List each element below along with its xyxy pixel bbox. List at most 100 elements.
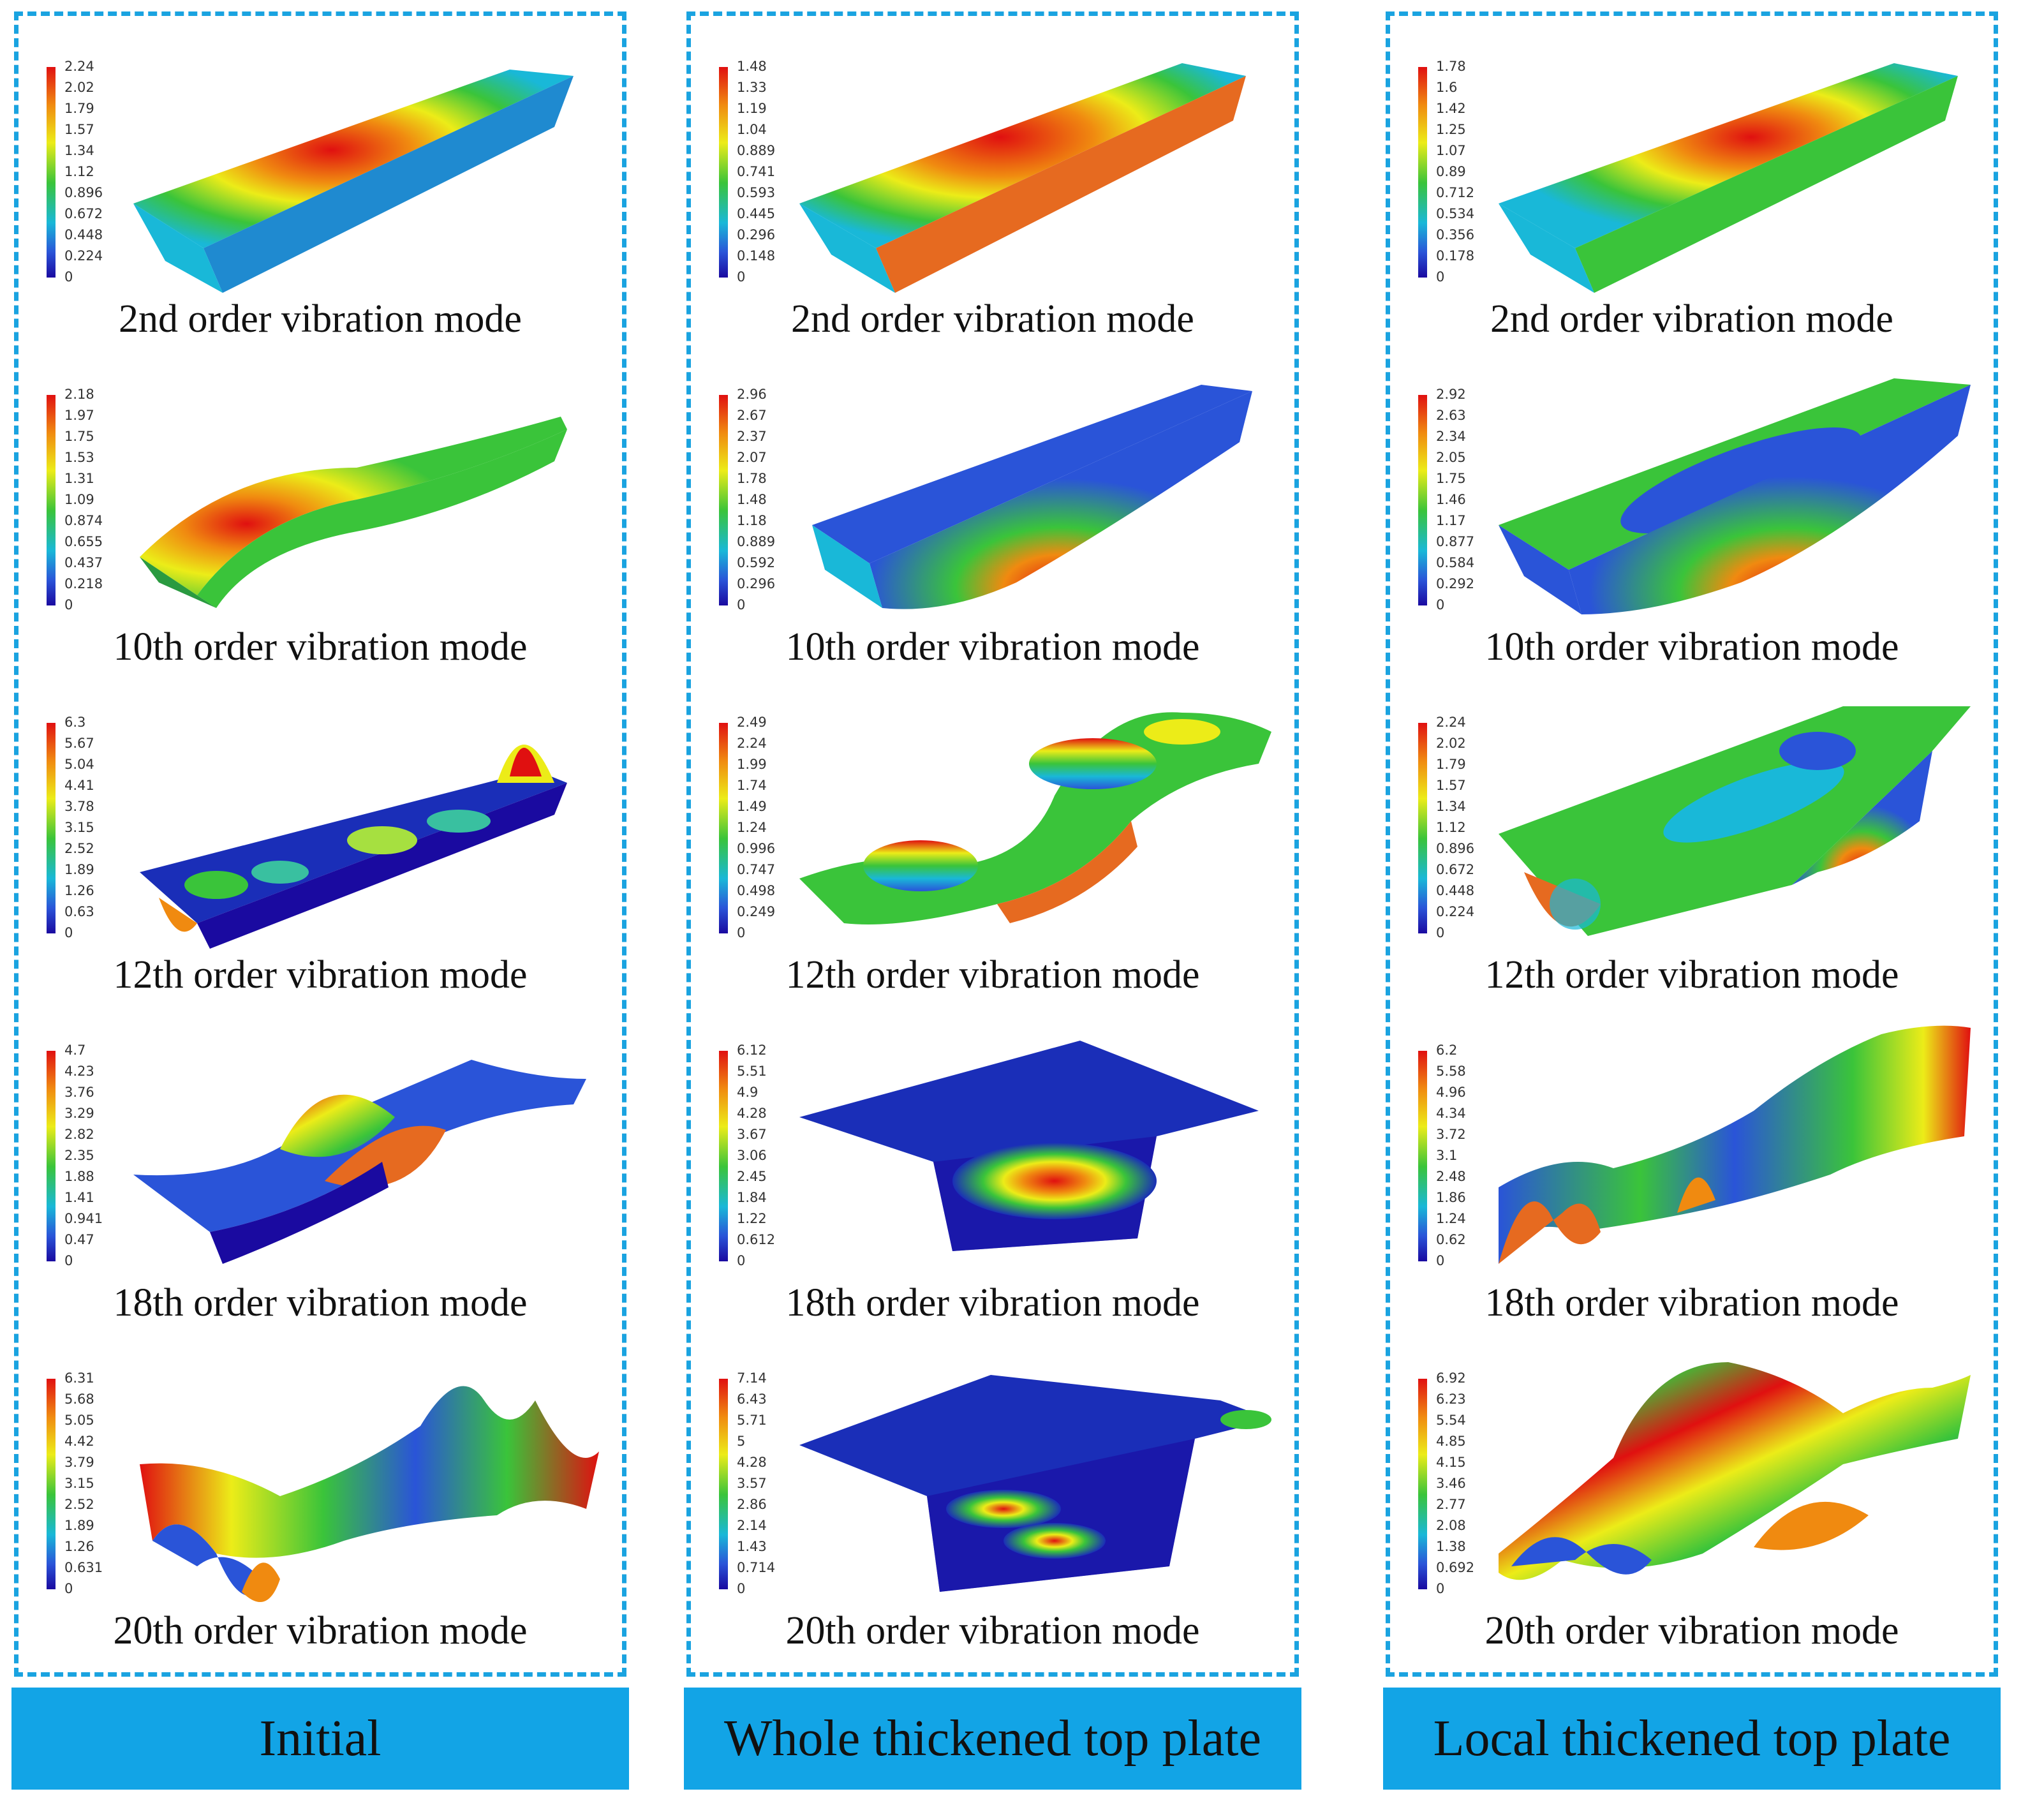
scale-tick: 1.84 xyxy=(737,1190,767,1205)
mode-panel: 6.92 6.23 5.54 4.85 4.15 3.46 2.77 2.08 1.38 0.69… xyxy=(1390,1340,1994,1668)
color-scale-bar xyxy=(1418,1051,1427,1261)
color-scale-labels: 1.78 1.6 1.42 1.25 1.07 0.89 0.712 0.534 0.356 0.… xyxy=(1436,59,1474,284)
scale-tick: 1.88 xyxy=(64,1169,94,1184)
mode-panel: 1.78 1.6 1.42 1.25 1.07 0.89 0.712 0.534 0.356 0.… xyxy=(1390,29,1994,357)
scale-tick: 0 xyxy=(1436,1581,1445,1596)
scale-tick: 1.75 xyxy=(1436,471,1466,486)
scale-tick: 4.28 xyxy=(737,1455,767,1470)
scale-tick: 1.78 xyxy=(737,471,767,486)
scale-tick: 0.631 xyxy=(64,1560,103,1575)
column-label-text: Initial xyxy=(259,1710,381,1767)
mode-caption: 10th order vibration mode xyxy=(1485,625,1899,669)
color-scale-bar xyxy=(1418,395,1427,605)
scale-tick: 0.889 xyxy=(737,143,776,158)
scale-tick: 5.04 xyxy=(64,757,94,772)
mode-shape-figure xyxy=(799,712,1271,924)
scale-tick: 0.249 xyxy=(737,904,776,919)
scale-tick: 2.35 xyxy=(64,1148,94,1163)
scale-tick: 3.67 xyxy=(737,1127,767,1142)
scale-tick: 0.655 xyxy=(64,534,103,549)
scale-tick: 1.6 xyxy=(1436,80,1458,95)
scale-tick: 2.05 xyxy=(1436,450,1466,465)
scale-tick: 0 xyxy=(64,1581,73,1596)
scale-tick: 1.18 xyxy=(737,513,767,528)
scale-tick: 0.896 xyxy=(64,185,103,200)
scale-tick: 1.41 xyxy=(64,1190,94,1205)
scale-tick: 6.92 xyxy=(1436,1370,1466,1386)
scale-tick: 5.71 xyxy=(737,1413,767,1428)
scale-tick: 1.17 xyxy=(1436,513,1466,528)
color-scale-labels: 6.3 5.67 5.04 4.41 3.78 3.15 2.52 1.89 1.26 0.63 0 xyxy=(64,715,94,940)
scale-tick: 3.76 xyxy=(64,1085,94,1100)
mode-caption: 18th order vibration mode xyxy=(785,1281,1200,1325)
scale-tick: 4.23 xyxy=(64,1064,94,1079)
scale-tick: 2.77 xyxy=(1436,1497,1466,1512)
column-label-text: Local thickened top plate xyxy=(1433,1710,1951,1767)
scale-tick: 1.24 xyxy=(1436,1211,1466,1226)
scale-tick: 0.178 xyxy=(1436,248,1475,263)
scale-tick: 3.79 xyxy=(64,1455,94,1470)
scale-tick: 0.296 xyxy=(737,576,776,591)
mode-panel: 6.2 5.58 4.96 4.34 3.72 3.1 2.48 1.86 1.24 0.62 0 … xyxy=(1390,1013,1994,1340)
scale-tick: 4.34 xyxy=(1436,1106,1466,1121)
scale-tick: 1.38 xyxy=(1436,1539,1466,1554)
scale-tick: 5.54 xyxy=(1436,1413,1466,1428)
scale-tick: 2.48 xyxy=(1436,1169,1466,1184)
scale-tick: 4.41 xyxy=(64,778,94,793)
scale-tick: 2.52 xyxy=(64,1497,94,1512)
mode-shape-figure xyxy=(140,745,567,949)
color-scale-bar xyxy=(47,67,56,278)
scale-tick: 1.89 xyxy=(64,862,94,877)
scale-tick: 0.498 xyxy=(737,883,776,898)
column-label-initial: Initial xyxy=(11,1688,629,1790)
color-scale-bar xyxy=(719,723,728,933)
scale-tick: 2.67 xyxy=(737,408,767,423)
scale-tick: 0 xyxy=(64,269,73,285)
scale-tick: 0.714 xyxy=(737,1560,776,1575)
scale-tick: 0.534 xyxy=(1436,206,1475,221)
column-label-text: Whole thickened top plate xyxy=(724,1710,1261,1767)
scale-tick: 0.356 xyxy=(1436,227,1475,242)
color-scale-bar xyxy=(1418,1379,1427,1589)
scale-tick: 3.15 xyxy=(64,1476,94,1491)
scale-tick: 0.448 xyxy=(1436,883,1475,898)
mode-caption: 20th order vibration mode xyxy=(113,1609,528,1652)
scale-tick: 6.3 xyxy=(64,715,86,730)
color-scale-bar xyxy=(1418,723,1427,933)
scale-tick: 4.15 xyxy=(1436,1455,1466,1470)
mode-caption: 18th order vibration mode xyxy=(1485,1281,1899,1325)
scale-tick: 0 xyxy=(737,925,746,940)
scale-tick: 1.24 xyxy=(737,820,767,835)
scale-tick: 1.12 xyxy=(64,164,94,179)
scale-tick: 2.49 xyxy=(737,715,767,730)
column-label-whole-thickened: Whole thickened top plate xyxy=(684,1688,1301,1790)
mode-shape-figure xyxy=(1499,378,1971,614)
scale-tick: 1.19 xyxy=(737,101,767,116)
scale-tick: 1.46 xyxy=(1436,492,1466,507)
scale-tick: 4.9 xyxy=(737,1085,759,1100)
scale-tick: 1.22 xyxy=(737,1211,767,1226)
scale-tick: 0.612 xyxy=(737,1232,776,1247)
scale-tick: 5.67 xyxy=(64,736,94,751)
scale-tick: 0.747 xyxy=(737,862,776,877)
color-scale-labels: 2.49 2.24 1.99 1.74 1.49 1.24 0.996 0.747 0.498 0… xyxy=(737,715,775,940)
scale-tick: 0.593 xyxy=(737,185,776,200)
scale-tick: 0.874 xyxy=(64,513,103,528)
scale-tick: 2.24 xyxy=(1436,715,1466,730)
scale-tick: 6.2 xyxy=(1436,1043,1458,1058)
scale-tick: 2.37 xyxy=(737,429,767,444)
mode-caption: 12th order vibration mode xyxy=(1485,953,1899,997)
color-scale-labels: 6.12 5.51 4.9 4.28 3.67 3.06 2.45 1.84 1.22 0.612… xyxy=(737,1043,775,1268)
mode-shape-figure xyxy=(812,385,1252,609)
scale-tick: 1.04 xyxy=(737,122,767,137)
color-scale-labels: 2.96 2.67 2.37 2.07 1.78 1.48 1.18 0.889 0.592 0.… xyxy=(737,387,775,612)
scale-tick: 0 xyxy=(737,597,746,612)
scale-tick: 0.889 xyxy=(737,534,776,549)
scale-tick: 6.23 xyxy=(1436,1392,1466,1407)
mode-shape-figure xyxy=(1499,63,1958,293)
scale-tick: 1.31 xyxy=(64,471,94,486)
scale-tick: 0.692 xyxy=(1436,1560,1475,1575)
scale-tick: 6.12 xyxy=(737,1043,767,1058)
scale-tick: 0.148 xyxy=(737,248,776,263)
scale-tick: 0.62 xyxy=(1436,1232,1466,1247)
